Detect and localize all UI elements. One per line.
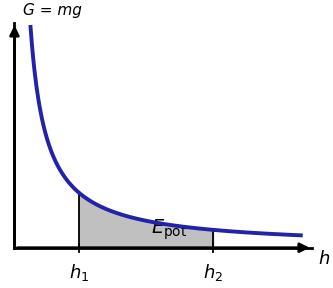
Text: h: h [318, 250, 330, 268]
Text: $h_1$: $h_1$ [69, 262, 89, 283]
Text: $E_\mathrm{pot}$: $E_\mathrm{pot}$ [151, 218, 187, 242]
Text: $h_2$: $h_2$ [203, 262, 223, 283]
Text: G = mg: G = mg [23, 3, 82, 18]
